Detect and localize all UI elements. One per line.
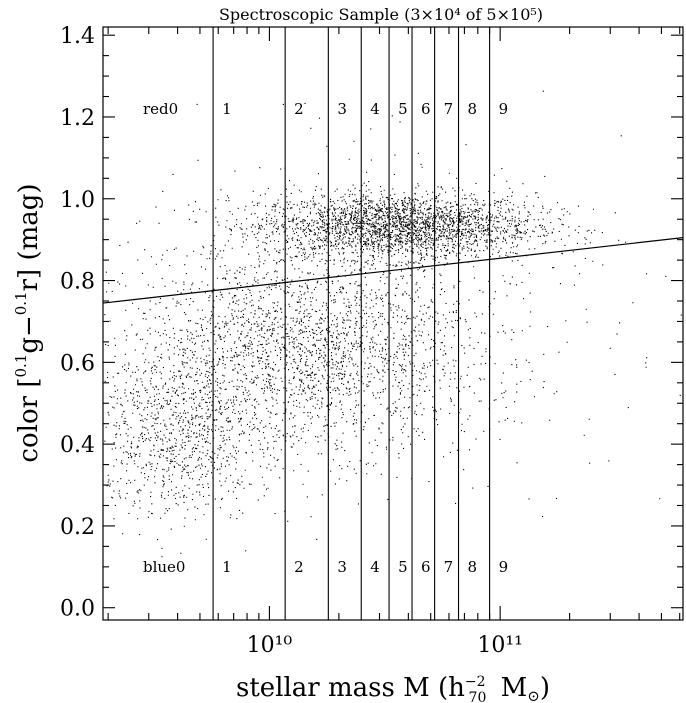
red-bin-label-4: 4 (370, 100, 380, 118)
blue-bin-label-4: 4 (370, 558, 380, 576)
red-bin-label-1: 1 (222, 100, 232, 118)
y-tick-label: 1.0 (60, 188, 95, 213)
red-prefix-label: red0 (143, 100, 178, 118)
blue-bin-label-6: 6 (421, 558, 431, 576)
blue-bin-label-3: 3 (337, 558, 347, 576)
y-tick-label: 0.2 (60, 515, 95, 540)
red-bin-label-5: 5 (398, 100, 408, 118)
red-bin-label-2: 2 (294, 100, 304, 118)
chart-title: Spectroscopic Sample (3×10⁴ of 5×10⁵) (219, 5, 543, 24)
x-axis-ticks: 10¹⁰ 10¹¹ (107, 27, 681, 658)
red-blue-divider-line (103, 237, 683, 304)
plot-frame (102, 26, 684, 621)
y-tick-label: 1.4 (60, 24, 95, 49)
y-tick-label: 1.2 (60, 106, 95, 131)
blue-prefix-label: blue0 (143, 558, 185, 576)
x-axis-label: stellar mass M (h−2 70 M⊙) (236, 673, 550, 703)
y-tick-label: 0.4 (60, 433, 95, 458)
blue-bin-label-7: 7 (444, 558, 454, 576)
x-tick-label: 10¹¹ (477, 633, 523, 658)
blue-bin-label-1: 1 (222, 558, 232, 576)
red-bin-label-8: 8 (468, 100, 478, 118)
red-bin-label-6: 6 (421, 100, 431, 118)
blue-bin-label-5: 5 (398, 558, 408, 576)
red-bin-label-7: 7 (444, 100, 454, 118)
y-tick-label: 0.0 (60, 597, 95, 622)
y-axis-label: color [0.1g−0.1r] (mag) (12, 183, 44, 462)
blue-bin-label-9: 9 (499, 558, 509, 576)
scatter-points (104, 90, 682, 558)
red-bin-label-3: 3 (337, 100, 347, 118)
x-tick-label: 10¹⁰ (247, 633, 293, 658)
blue-bin-label-2: 2 (294, 558, 304, 576)
y-tick-label: 0.6 (60, 351, 95, 376)
red-bin-label-9: 9 (499, 100, 509, 118)
y-axis-ticks: 0.0 0.2 0.4 0.6 0.8 1.0 1.2 1.4 (60, 24, 683, 622)
data-points (104, 90, 682, 558)
blue-bin-label-8: 8 (468, 558, 478, 576)
y-tick-label: 0.8 (60, 270, 95, 295)
mass-bin-lines (212, 27, 491, 620)
